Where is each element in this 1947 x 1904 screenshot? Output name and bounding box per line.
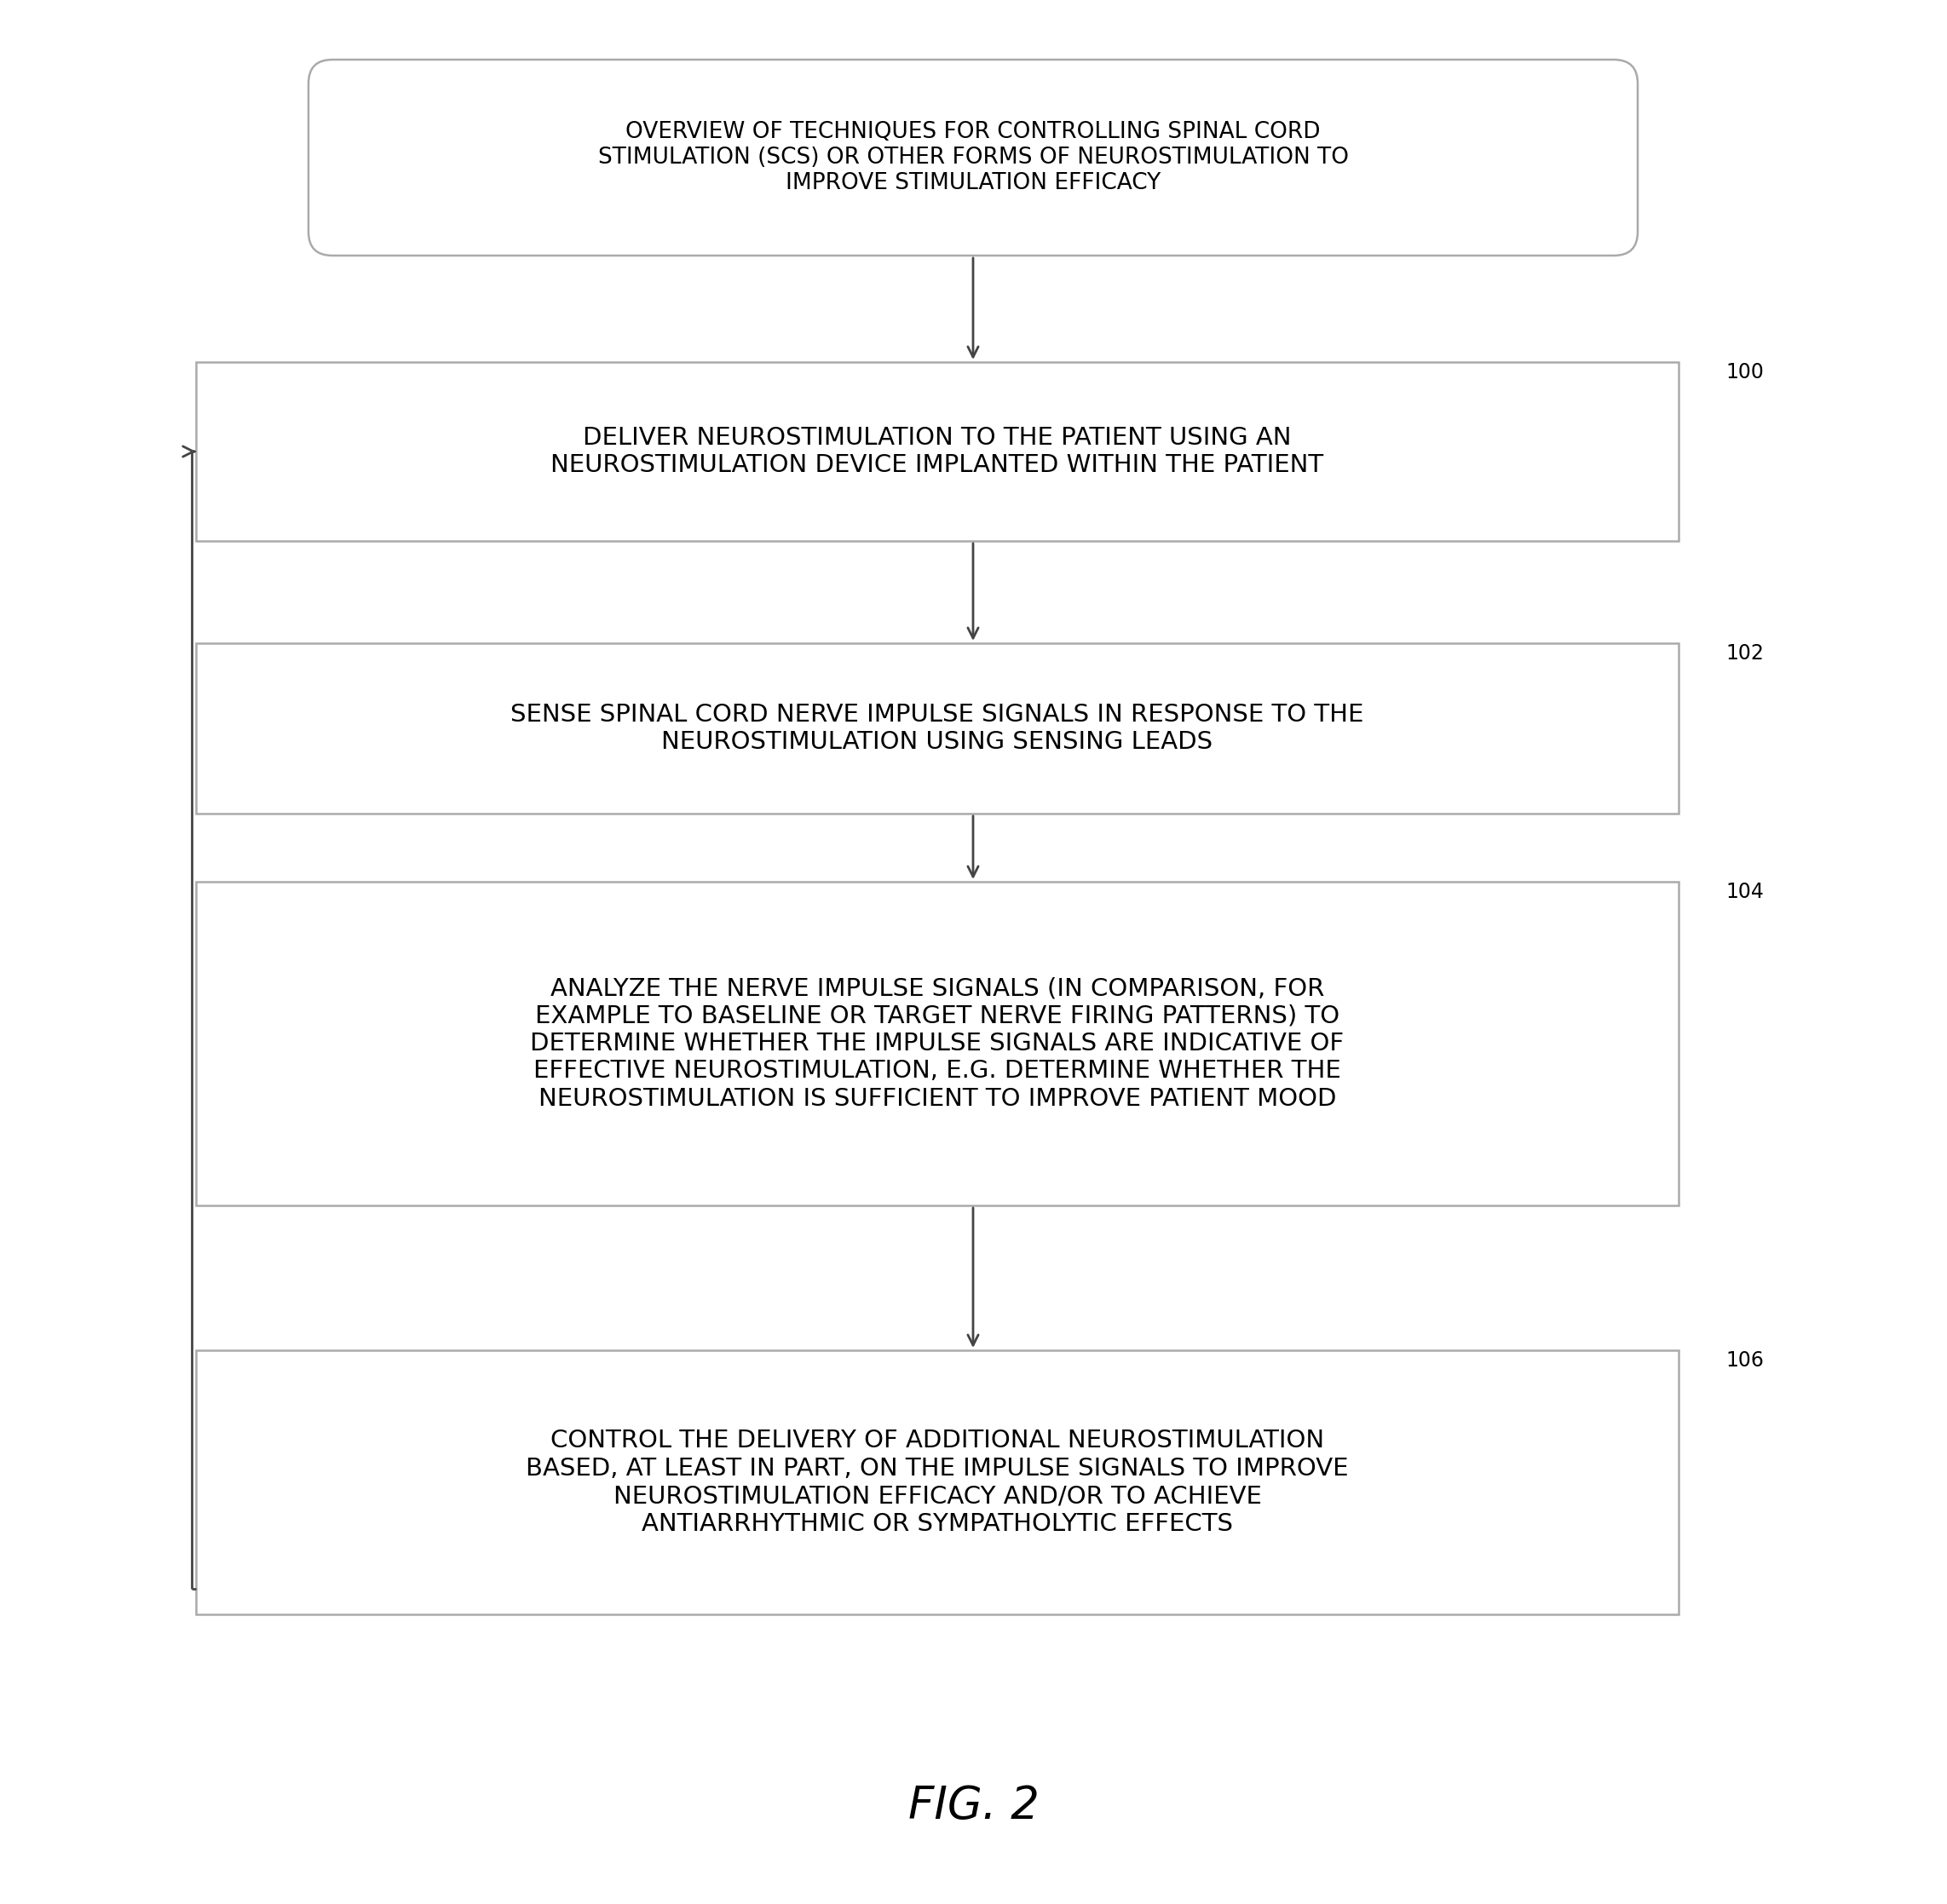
FancyBboxPatch shape xyxy=(308,59,1637,255)
Bar xyxy=(197,362,1678,541)
Text: FIG. 2: FIG. 2 xyxy=(907,1784,1040,1828)
Text: CONTROL THE DELIVERY OF ADDITIONAL NEUROSTIMULATION
BASED, AT LEAST IN PART, ON : CONTROL THE DELIVERY OF ADDITIONAL NEURO… xyxy=(526,1430,1349,1537)
Text: OVERVIEW OF TECHNIQUES FOR CONTROLLING SPINAL CORD
STIMULATION (SCS) OR OTHER FO: OVERVIEW OF TECHNIQUES FOR CONTROLLING S… xyxy=(598,122,1349,194)
Text: 106: 106 xyxy=(1725,1350,1764,1371)
Bar xyxy=(197,644,1678,813)
Text: 104: 104 xyxy=(1725,882,1764,902)
Text: 100: 100 xyxy=(1725,362,1764,383)
Text: DELIVER NEUROSTIMULATION TO THE PATIENT USING AN
NEUROSTIMULATION DEVICE IMPLANT: DELIVER NEUROSTIMULATION TO THE PATIENT … xyxy=(551,426,1324,478)
Text: ANALYZE THE NERVE IMPULSE SIGNALS (IN COMPARISON, FOR
EXAMPLE TO BASELINE OR TAR: ANALYZE THE NERVE IMPULSE SIGNALS (IN CO… xyxy=(530,977,1343,1110)
Bar xyxy=(197,882,1678,1205)
Text: 102: 102 xyxy=(1725,644,1764,664)
Bar xyxy=(197,1350,1678,1615)
Text: SENSE SPINAL CORD NERVE IMPULSE SIGNALS IN RESPONSE TO THE
NEUROSTIMULATION USIN: SENSE SPINAL CORD NERVE IMPULSE SIGNALS … xyxy=(510,703,1365,754)
